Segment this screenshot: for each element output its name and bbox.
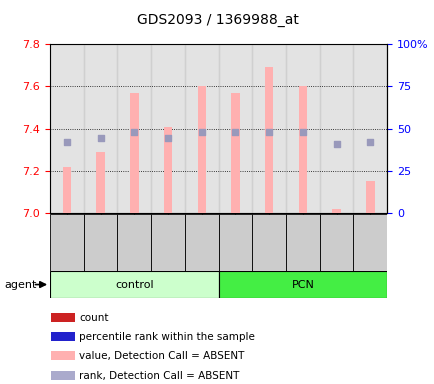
Bar (332, 209, 340, 213)
Bar (218, 214, 252, 271)
Point (332, 141, 339, 147)
Bar (218, 271, 386, 298)
Bar (51, 333, 74, 341)
Text: value, Detection Call = ABSENT: value, Detection Call = ABSENT (79, 351, 244, 361)
Point (231, 129, 238, 135)
Text: control: control (115, 280, 153, 290)
Bar (117, 214, 151, 271)
Bar (252, 44, 286, 213)
Bar (51, 313, 74, 323)
Point (198, 129, 205, 135)
Bar (197, 86, 205, 213)
Text: rank, Detection Call = ABSENT: rank, Detection Call = ABSENT (79, 371, 239, 381)
Bar (96, 152, 105, 213)
Bar (365, 181, 374, 213)
Bar (84, 214, 117, 271)
Point (366, 139, 373, 146)
Bar (50, 44, 83, 213)
Point (164, 135, 171, 141)
Bar (151, 44, 184, 213)
Text: GDS2093 / 1369988_at: GDS2093 / 1369988_at (136, 13, 298, 27)
Point (131, 129, 138, 135)
Text: percentile rank within the sample: percentile rank within the sample (79, 332, 254, 342)
Bar (298, 86, 306, 213)
Bar (51, 351, 74, 361)
Bar (286, 214, 319, 271)
Bar (252, 214, 286, 271)
Bar (319, 44, 353, 213)
Point (97, 135, 104, 141)
Bar (164, 126, 172, 213)
Bar (51, 371, 74, 380)
Text: agent: agent (4, 280, 36, 290)
Bar (218, 44, 252, 213)
Bar (151, 214, 184, 271)
Bar (264, 67, 273, 213)
Text: count: count (79, 313, 108, 323)
Bar (184, 214, 218, 271)
Bar (84, 44, 117, 213)
Point (265, 129, 272, 135)
Bar (50, 271, 218, 298)
Point (63, 139, 70, 146)
Bar (130, 93, 138, 213)
Bar (117, 44, 151, 213)
Text: PCN: PCN (291, 280, 314, 290)
Bar (184, 44, 218, 213)
Bar (50, 214, 83, 271)
Bar (353, 214, 386, 271)
Bar (62, 167, 71, 213)
Point (299, 129, 306, 135)
Bar (353, 44, 386, 213)
Bar (231, 93, 239, 213)
Bar (286, 44, 319, 213)
Bar (319, 214, 353, 271)
